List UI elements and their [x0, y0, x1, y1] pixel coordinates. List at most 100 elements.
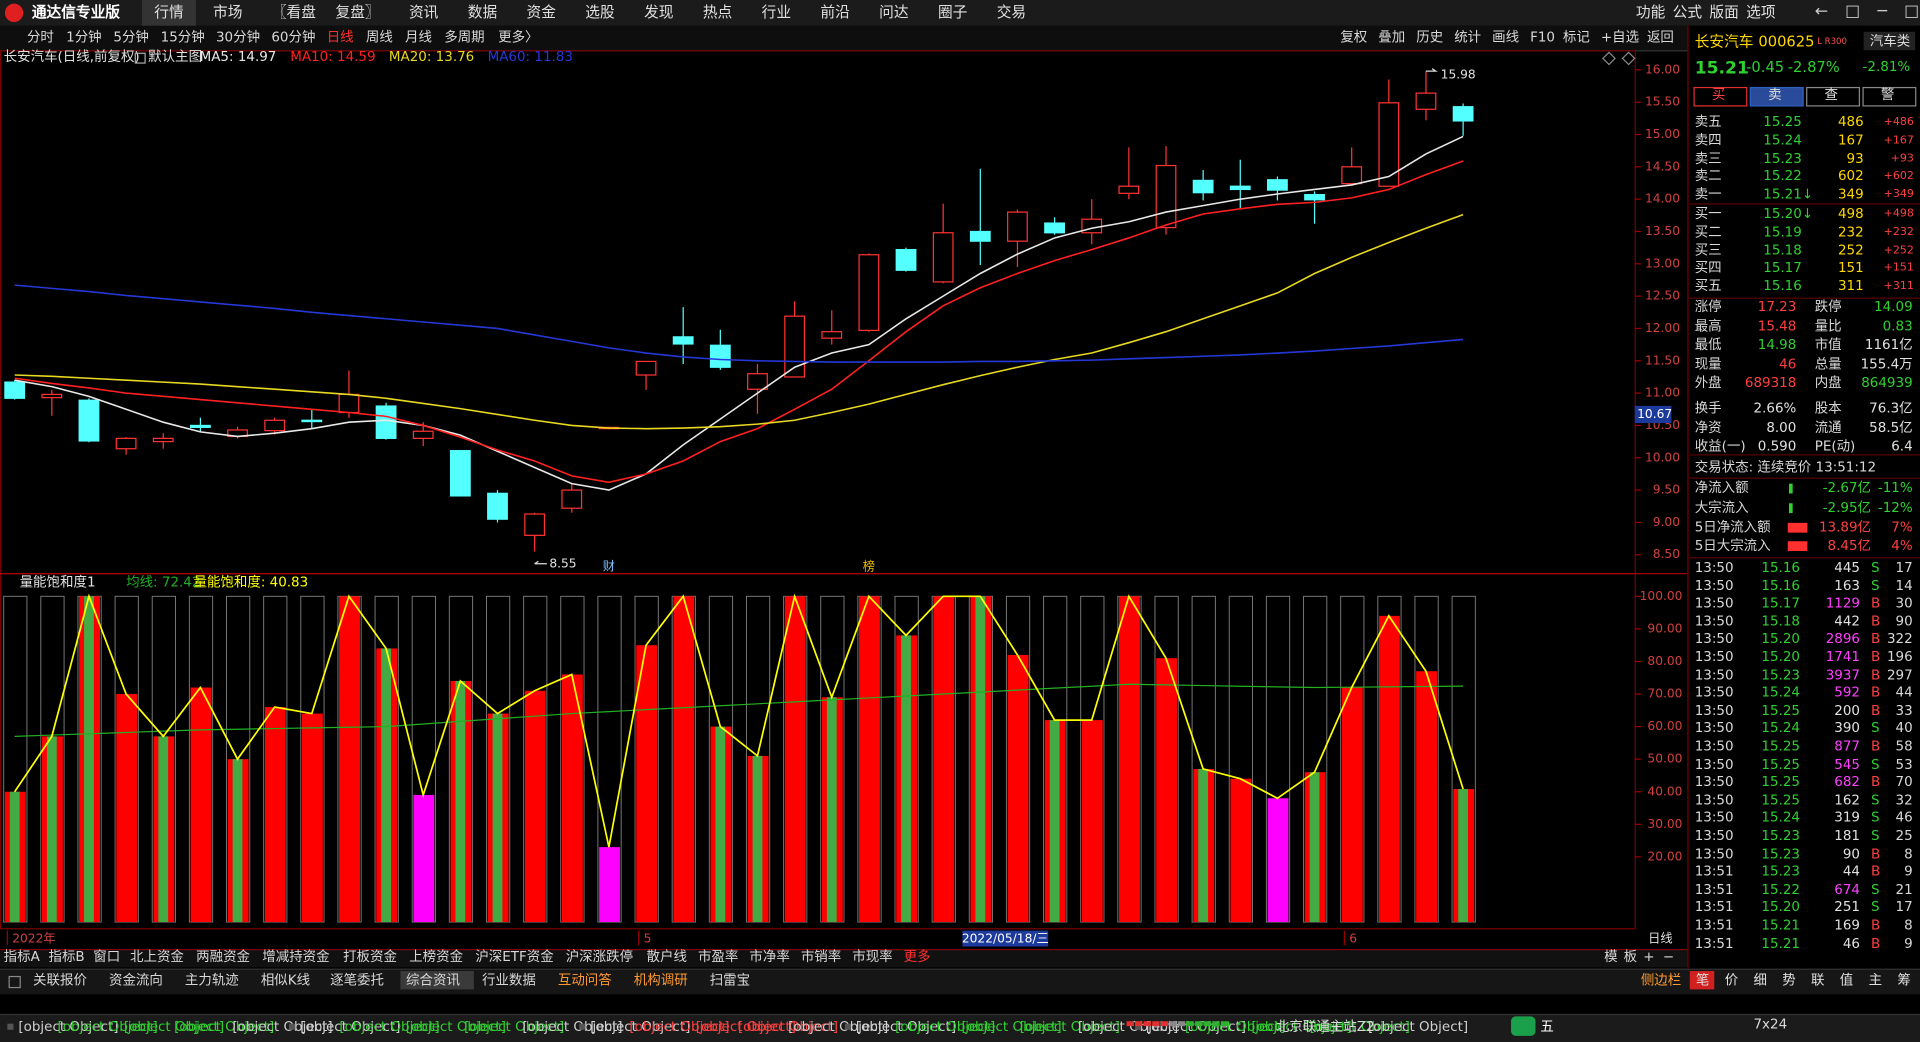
- period-tab[interactable]: 15分钟: [160, 29, 205, 46]
- panel-tab[interactable]: 细: [1753, 972, 1767, 989]
- indicator-tab[interactable]: 北上资金: [130, 948, 184, 965]
- period-tab[interactable]: 分时: [26, 29, 54, 46]
- menu-item[interactable]: 版面: [1709, 3, 1739, 21]
- menu-item[interactable]: 发现: [644, 3, 674, 21]
- book-label: 卖三: [1694, 150, 1722, 167]
- indicator-tab[interactable]: 市盈率: [697, 948, 739, 965]
- menu-item[interactable]: 功能: [1635, 3, 1666, 21]
- y-tick-label: 50.00: [1647, 752, 1682, 766]
- tool-button[interactable]: 统计: [1454, 29, 1482, 46]
- bottom-tab[interactable]: 主力轨迹: [184, 972, 239, 989]
- indicator-tab[interactable]: 散户线: [646, 948, 687, 965]
- layout-tool[interactable]: −: [1662, 948, 1675, 965]
- bottom-tab[interactable]: 资金流向: [108, 972, 163, 989]
- sector-name: 汽车类: [1869, 33, 1911, 49]
- bottom-tab[interactable]: 行业数据: [481, 972, 536, 989]
- window-buttons[interactable]: ←□─□×: [1814, 2, 1920, 21]
- tool-button[interactable]: 标记: [1562, 29, 1590, 46]
- tool-button[interactable]: +自选: [1600, 29, 1640, 46]
- panel-tab[interactable]: 筹: [1897, 972, 1911, 989]
- menu-item[interactable]: 选项: [1746, 3, 1776, 21]
- menu-item[interactable]: 资金: [526, 3, 556, 21]
- tool-button[interactable]: 历史: [1416, 29, 1444, 46]
- indicator-tab[interactable]: 上榜资金: [409, 948, 464, 965]
- period-tab[interactable]: 60分钟: [271, 29, 316, 46]
- menu-item[interactable]: 行情: [154, 3, 184, 21]
- bottom-tab[interactable]: 相似K线: [260, 972, 311, 989]
- period-tab[interactable]: 周线: [365, 29, 393, 46]
- menu-item[interactable]: 〖看盘: [271, 3, 316, 21]
- bottom-tab[interactable]: 综合资讯: [406, 972, 460, 989]
- tick-time: 13:51: [1694, 863, 1734, 880]
- tool-button[interactable]: 画线: [1492, 29, 1520, 46]
- menu-item[interactable]: 交易: [996, 3, 1027, 21]
- menu-item[interactable]: 问达: [879, 3, 909, 21]
- tool-button[interactable]: 复权: [1340, 29, 1368, 46]
- layout-tool[interactable]: 板: [1623, 948, 1638, 965]
- book-change: +151: [1883, 262, 1914, 275]
- indicator-tab[interactable]: 指标B: [48, 948, 85, 965]
- menu-item[interactable]: 市场: [213, 3, 243, 21]
- indicator-tab[interactable]: 更多: [903, 948, 931, 965]
- menu-item[interactable]: 资讯: [408, 3, 439, 21]
- period-tab[interactable]: 更多〉: [498, 29, 539, 46]
- menu-item[interactable]: 热点: [702, 3, 733, 21]
- tool-button[interactable]: 返回: [1646, 29, 1674, 46]
- candle-body: [449, 450, 471, 497]
- trade-button-label[interactable]: 买: [1711, 86, 1726, 103]
- menu-item[interactable]: 数据: [467, 3, 498, 21]
- tool-button[interactable]: 叠加: [1378, 29, 1406, 46]
- bottom-tab[interactable]: 扫雷宝: [709, 972, 751, 989]
- indicator-tab[interactable]: 打板资金: [343, 948, 397, 965]
- indicator-tab[interactable]: 窗口: [93, 948, 121, 965]
- candle-body: [895, 248, 917, 271]
- breadth-block: [1212, 1021, 1220, 1027]
- period-tab[interactable]: 5分钟: [113, 29, 149, 46]
- bar-inner: [84, 596, 94, 923]
- bottom-tab[interactable]: 逐笔委托: [330, 972, 384, 989]
- tick-price: 15.23: [1761, 827, 1800, 844]
- menu-item[interactable]: 选股: [585, 3, 615, 21]
- candle-body: [301, 419, 323, 423]
- candle-body: [1007, 211, 1028, 242]
- candle-body: [635, 360, 657, 376]
- indicator-tab[interactable]: 市净率: [749, 948, 790, 965]
- layout-tool[interactable]: 模: [1604, 948, 1618, 965]
- bottom-tab[interactable]: 机构调研: [633, 972, 688, 989]
- menu-item[interactable]: 行业: [761, 3, 792, 21]
- indicator-tab[interactable]: 沪深涨跌停: [565, 948, 634, 965]
- panel-tab[interactable]: 价: [1724, 972, 1739, 989]
- stat-value: 46: [1779, 356, 1797, 372]
- trade-button-label[interactable]: 查: [1824, 86, 1838, 103]
- layout-tool[interactable]: +: [1643, 948, 1655, 965]
- panel-tab[interactable]: 值: [1839, 972, 1854, 989]
- period-tab[interactable]: 日线: [326, 29, 354, 46]
- trade-button-label[interactable]: 警: [1880, 86, 1895, 103]
- menu-item[interactable]: 公式: [1672, 3, 1703, 21]
- menu-item[interactable]: 前沿: [820, 3, 850, 21]
- indicator-tab[interactable]: 市现率: [852, 948, 893, 965]
- panel-tab[interactable]: 笔: [1695, 972, 1710, 989]
- tool-button[interactable]: F10: [1530, 29, 1556, 46]
- menu-item[interactable]: 圈子: [937, 3, 968, 21]
- sidebar-button[interactable]: 侧边栏: [1640, 972, 1682, 989]
- indicator-tab[interactable]: 沪深ETF资金: [475, 948, 554, 965]
- news-tag: 7x24: [1753, 1016, 1788, 1033]
- period-tab[interactable]: 多周期: [444, 29, 485, 46]
- bottom-tab[interactable]: 互动问答: [557, 972, 612, 989]
- flow-pct: 7%: [1891, 518, 1913, 535]
- indicator-tab[interactable]: 指标A: [3, 948, 40, 965]
- tick-time: 13:50: [1694, 613, 1734, 630]
- period-tab[interactable]: 1分钟: [66, 29, 102, 46]
- trade-button-label[interactable]: 卖: [1768, 86, 1782, 103]
- panel-tab[interactable]: 联: [1811, 972, 1825, 989]
- indicator-tab[interactable]: 市销率: [800, 948, 842, 965]
- indicator-tab[interactable]: 增减持资金: [262, 948, 330, 965]
- panel-tab[interactable]: 主: [1868, 972, 1883, 989]
- bottom-tab[interactable]: 关联报价: [33, 972, 87, 989]
- indicator-tab[interactable]: 两融资金: [196, 948, 251, 965]
- menu-item[interactable]: 复盘〗: [335, 3, 380, 21]
- period-tab[interactable]: 30分钟: [215, 29, 261, 46]
- panel-tab[interactable]: 势: [1782, 972, 1796, 989]
- period-tab[interactable]: 月线: [405, 29, 432, 46]
